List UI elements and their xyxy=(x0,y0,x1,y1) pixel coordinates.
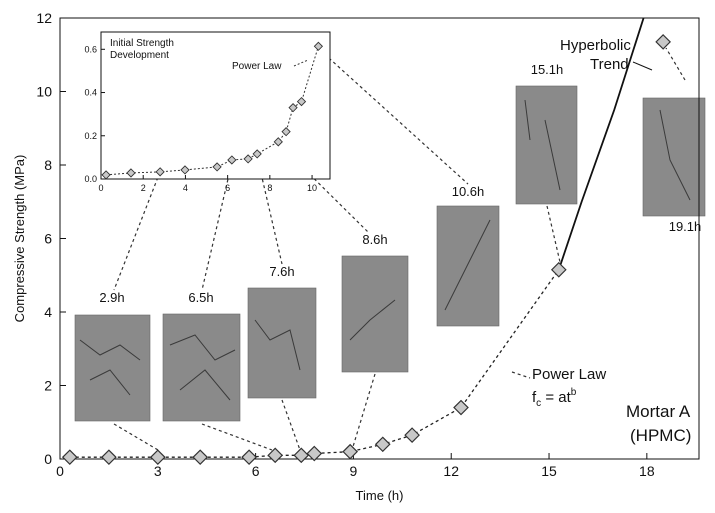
inset-x-tick-label: 8 xyxy=(267,183,272,193)
photo-label: 10.6h xyxy=(452,184,485,199)
inset-x-tick-label: 10 xyxy=(307,183,317,193)
x-tick-label: 12 xyxy=(443,463,459,479)
leader-line xyxy=(352,374,375,450)
x-tick-label: 18 xyxy=(639,463,655,479)
data-point xyxy=(151,450,165,464)
annotation: Trend xyxy=(590,56,629,73)
inset-x-tick-label: 2 xyxy=(141,183,146,193)
y-tick-label: 8 xyxy=(44,157,52,173)
data-point xyxy=(343,445,357,459)
annotation: (HPMC) xyxy=(630,426,691,445)
y-tick-label: 4 xyxy=(44,304,52,320)
specimen-photo xyxy=(163,314,240,421)
photo-label: 8.6h xyxy=(362,232,387,247)
y-tick-label: 2 xyxy=(44,378,52,394)
data-point xyxy=(268,448,282,462)
leader-line xyxy=(512,372,530,378)
formula-part: b xyxy=(571,387,577,398)
annotation: Power Law xyxy=(532,366,606,383)
data-point xyxy=(307,446,321,460)
specimen-photo xyxy=(643,98,705,216)
formula-part: = at xyxy=(541,389,571,406)
photo-label: 2.9h xyxy=(99,290,124,305)
data-point xyxy=(102,450,116,464)
inset-x-tick-label: 4 xyxy=(183,183,188,193)
leader-line xyxy=(547,206,560,262)
annotation-formula: fc = atb xyxy=(532,387,577,409)
inset-y-tick-label: 0.2 xyxy=(84,131,97,141)
annotation-pointer xyxy=(633,62,652,70)
y-tick-label: 10 xyxy=(36,84,52,100)
data-point xyxy=(376,437,390,451)
x-tick-label: 3 xyxy=(154,463,162,479)
data-point xyxy=(405,428,419,442)
data-point xyxy=(193,450,207,464)
annotation: Hyperbolic xyxy=(560,37,631,54)
data-point xyxy=(63,450,77,464)
leader-line xyxy=(202,162,232,290)
data-point xyxy=(454,401,468,415)
inset-y-tick-label: 0.6 xyxy=(84,44,97,54)
x-axis-label: Time (h) xyxy=(356,488,404,503)
x-tick-label: 15 xyxy=(541,463,557,479)
leader-line xyxy=(666,48,685,80)
inset-y-tick-label: 0.0 xyxy=(84,174,97,184)
y-tick-label: 6 xyxy=(44,231,52,247)
inset-annotation: Power Law xyxy=(232,61,282,72)
inset-x-tick-label: 0 xyxy=(98,183,103,193)
photo-label: 15.1h xyxy=(531,62,564,77)
inset-x-tick-label: 6 xyxy=(225,183,230,193)
leader-line xyxy=(114,172,160,290)
leader-line xyxy=(320,50,468,184)
leader-line xyxy=(202,424,272,450)
specimen-photo xyxy=(248,288,316,398)
inset-title: Development xyxy=(110,50,169,61)
y-axis-label: Compressive Strength (MPa) xyxy=(12,155,27,323)
x-tick-label: 0 xyxy=(56,463,64,479)
photo-label: 7.6h xyxy=(269,264,294,279)
x-tick-label: 9 xyxy=(350,463,358,479)
inset-y-tick-label: 0.4 xyxy=(84,88,97,98)
leader-line xyxy=(114,424,158,450)
data-point xyxy=(656,35,670,49)
specimen-photo xyxy=(342,256,408,372)
y-tick-label: 0 xyxy=(44,451,52,467)
specimen-photo xyxy=(75,315,150,421)
leader-line xyxy=(282,400,300,450)
photo-label: 19.1h xyxy=(669,219,702,234)
annotation: Mortar A xyxy=(626,402,691,421)
photo-label: 6.5h xyxy=(188,290,213,305)
chart: 0 3 6 9 12 15 18 0 2 4 6 8 10 12 Time (h) Compressive S… xyxy=(0,0,715,508)
data-point xyxy=(294,448,308,462)
data-point xyxy=(552,263,566,277)
inset-title: Initial Strength xyxy=(110,38,174,49)
y-tick-label: 12 xyxy=(36,10,52,26)
x-tick-label: 6 xyxy=(252,463,260,479)
